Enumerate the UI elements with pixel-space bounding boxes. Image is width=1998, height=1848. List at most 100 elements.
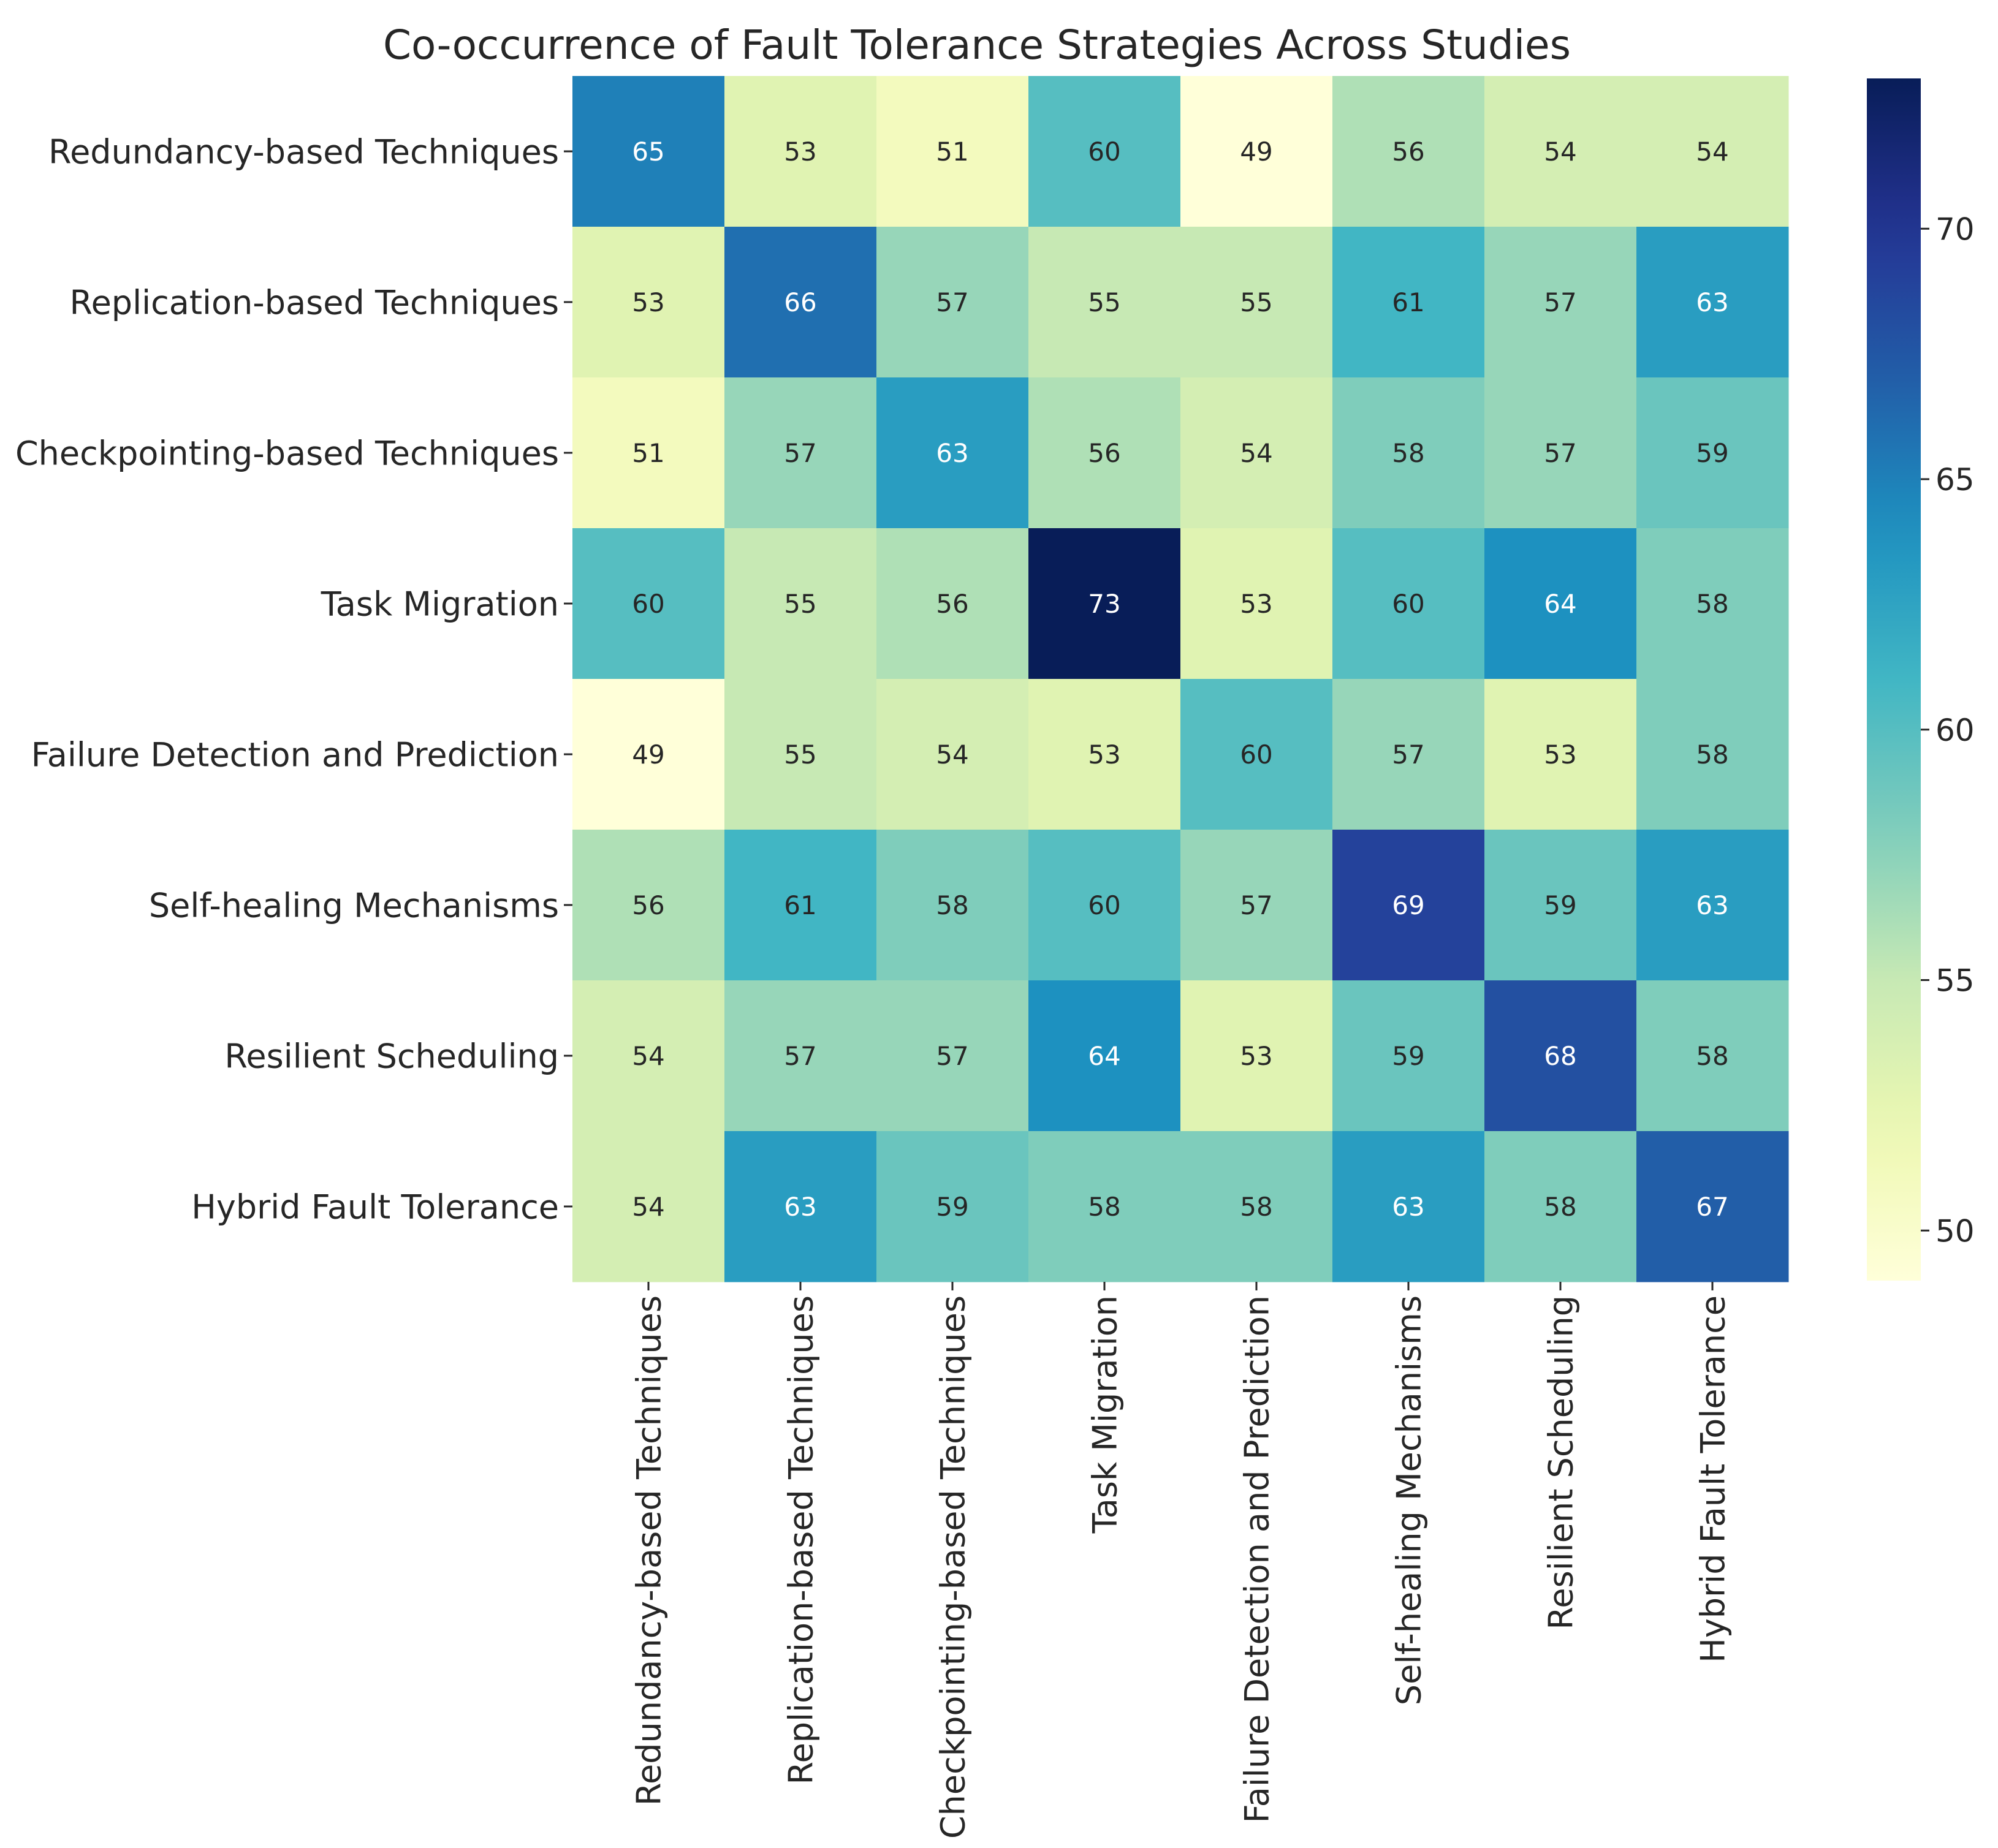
cell-value-label: 60 (632, 589, 664, 619)
heatmap-cell (1332, 227, 1485, 378)
heatmap-cell (1180, 528, 1333, 680)
colorbar: 50 55 60 65 70 (1867, 78, 1975, 1281)
cell-value-label: 65 (632, 137, 664, 167)
heatmap-cell (876, 528, 1029, 680)
y-tick-label: Self-healing Mechanisms (149, 886, 559, 925)
cell-value-label: 59 (1696, 438, 1728, 468)
x-tick-label: Task Migration (1085, 1295, 1124, 1534)
cell-value-label: 61 (1392, 287, 1424, 317)
x-tick-label: Failure Detection and Prediction (1237, 1295, 1276, 1823)
heatmap-cell (876, 830, 1029, 981)
heatmap-cell (1180, 679, 1333, 830)
heatmap-cell (1484, 528, 1637, 680)
cell-value-label: 57 (784, 438, 816, 468)
cell-value-label: 59 (1544, 890, 1576, 920)
cell-value-label: 51 (936, 137, 968, 167)
heatmap-cell (724, 1131, 877, 1282)
cell-value-label: 53 (632, 287, 664, 317)
cell-value-label: 53 (1544, 740, 1576, 770)
cell-value-label: 56 (1392, 137, 1424, 167)
cell-value-label: 58 (1696, 589, 1728, 619)
heatmap-cell (572, 1131, 725, 1282)
heatmap-cell (1332, 377, 1485, 529)
cell-value-label: 58 (936, 890, 968, 920)
colorbar-tick-label: 65 (1935, 462, 1975, 498)
heatmap-cell (1028, 76, 1181, 227)
cell-value-label: 54 (632, 1041, 664, 1071)
cell-value-label: 66 (784, 287, 816, 317)
heatmap-cell (572, 980, 725, 1132)
heatmap-cell (572, 830, 725, 981)
y-tick-label: Replication-based Techniques (69, 283, 559, 322)
heatmap-cell (1484, 377, 1637, 529)
heatmap-cell (724, 679, 877, 830)
cell-value-label: 49 (632, 740, 664, 770)
cell-value-label: 53 (784, 137, 816, 167)
heatmap-cell (1332, 76, 1485, 227)
colorbar-tick-label: 50 (1935, 1213, 1975, 1249)
x-tick-label: Checkpointing-based Techniques (933, 1295, 972, 1839)
cell-value-label: 54 (1696, 137, 1728, 167)
cell-value-label: 57 (784, 1041, 816, 1071)
heatmap-cell (1636, 1131, 1789, 1282)
heatmap-cell (1636, 830, 1789, 981)
heatmap-cell (1028, 679, 1181, 830)
heatmap-cell (1636, 528, 1789, 680)
y-tick-label: Redundancy-based Techniques (48, 132, 559, 171)
cell-value-label: 60 (1088, 137, 1120, 167)
heatmap-cell-labels: 65 53 51 60 49 56 54 54 53 66 57 55 55 61 57 63 51 57 63 56… (632, 137, 1728, 1222)
y-tick-label: Failure Detection and Prediction (31, 735, 559, 774)
cell-value-label: 57 (936, 1041, 968, 1071)
heatmap-cell (1484, 830, 1637, 981)
cell-value-label: 54 (1240, 438, 1272, 468)
heatmap-cell (1180, 1131, 1333, 1282)
cell-value-label: 55 (1240, 287, 1272, 317)
cell-value-label: 63 (784, 1192, 816, 1222)
x-tick-label: Redundancy-based Techniques (629, 1295, 668, 1806)
cell-value-label: 56 (632, 890, 664, 920)
colorbar-gradient (1867, 78, 1921, 1281)
heatmap-cell (724, 377, 877, 529)
x-axis: Redundancy-based Techniques Replication-b… (629, 1282, 1732, 1839)
cell-value-label: 49 (1240, 137, 1272, 167)
cell-value-label: 60 (1392, 589, 1424, 619)
heatmap-cell (572, 377, 725, 529)
cell-value-label: 56 (1088, 438, 1120, 468)
cell-value-label: 64 (1544, 589, 1576, 619)
heatmap-cell (1332, 980, 1485, 1132)
heatmap-cell (1484, 76, 1637, 227)
heatmap-cell (876, 377, 1029, 529)
cell-value-label: 57 (936, 287, 968, 317)
chart-title: Co-occurrence of Fault Tolerance Strateg… (383, 21, 1571, 69)
x-tick-label: Resilient Scheduling (1541, 1295, 1580, 1630)
heatmap-cell (1028, 980, 1181, 1132)
cell-value-label: 68 (1544, 1041, 1576, 1071)
heatmap-cell (572, 528, 725, 680)
heatmap-cell (572, 227, 725, 378)
cell-value-label: 58 (1696, 1041, 1728, 1071)
y-tick-label: Resilient Scheduling (224, 1037, 559, 1075)
heatmap-cell (876, 1131, 1029, 1282)
cell-value-label: 61 (784, 890, 816, 920)
cell-value-label: 60 (1088, 890, 1120, 920)
cell-value-label: 53 (1240, 1041, 1272, 1071)
heatmap-cell (1484, 227, 1637, 378)
cell-value-label: 55 (784, 589, 816, 619)
cell-value-label: 57 (1240, 890, 1272, 920)
cell-value-label: 58 (1544, 1192, 1576, 1222)
cell-value-label: 57 (1544, 287, 1576, 317)
cell-value-label: 53 (1240, 589, 1272, 619)
cell-value-label: 54 (936, 740, 968, 770)
heatmap-cell (572, 76, 725, 227)
heatmap-cells (572, 76, 1789, 1282)
heatmap-cell (724, 830, 877, 981)
colorbar-tick-label: 70 (1935, 211, 1975, 247)
heatmap-cell (1332, 1131, 1485, 1282)
heatmap-cell (1180, 227, 1333, 378)
y-tick-label: Hybrid Fault Tolerance (191, 1187, 559, 1226)
heatmap-cell (1028, 1131, 1181, 1282)
y-tick-label: Task Migration (321, 585, 559, 623)
heatmap-cell (1636, 980, 1789, 1132)
heatmap-cell (876, 980, 1029, 1132)
